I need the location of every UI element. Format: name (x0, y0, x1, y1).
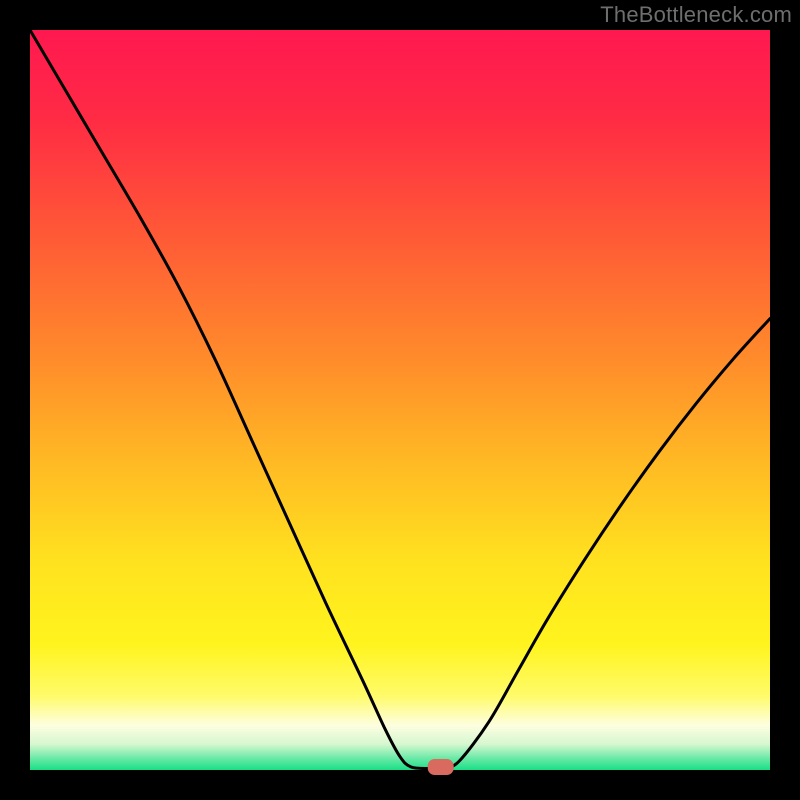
chart-stage: TheBottleneck.com (0, 0, 800, 800)
plot-background (30, 30, 770, 770)
optimal-point-marker (428, 759, 454, 775)
bottleneck-chart (0, 0, 800, 800)
watermark-text: TheBottleneck.com (600, 2, 792, 28)
